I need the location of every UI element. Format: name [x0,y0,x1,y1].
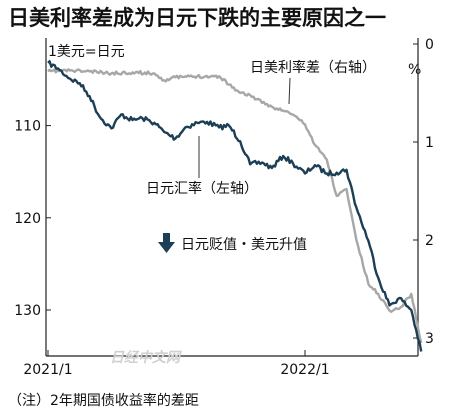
chart-title: 日美利率差成为日元下跌的主要原因之一 [8,6,386,30]
right-tick-label: 1 [425,135,434,151]
left-tick-label: 110 [14,119,41,135]
annotation: 日元贬值・美元升值 [158,233,307,253]
series-label-rate-diff: 日美利率差（右轴） [250,59,376,76]
series-line-rate-diff [47,68,423,344]
left-tick-label: 120 [14,211,41,227]
x-axis: 2021/1 2022/1 [23,350,418,378]
down-arrow-icon [158,233,175,253]
watermark: 日经中文网 [110,349,182,366]
right-axis: 0 1 2 3 [413,37,434,356]
right-tick-label: 3 [425,331,434,347]
series-line-yen-rate [47,60,423,352]
series-label-yen-rate: 日元汇率（左轴） [146,180,258,197]
left-axis-label: 1美元=日元 [48,44,125,60]
annotation-text: 日元贬值・美元升值 [181,237,307,253]
right-axis-unit: % [408,62,421,78]
plot-area [47,60,423,352]
series-label-rate-diff-leader [288,77,291,105]
left-axis: 110 120 130 [14,38,51,356]
right-tick-label: 2 [425,233,434,249]
footnote: （注）2年期国债收益率的差距 [8,392,199,409]
x-tick-label: 2022/1 [280,362,329,378]
x-tick-label: 2021/1 [23,362,72,378]
right-tick-label: 0 [425,37,434,53]
left-tick-label: 130 [14,303,41,319]
